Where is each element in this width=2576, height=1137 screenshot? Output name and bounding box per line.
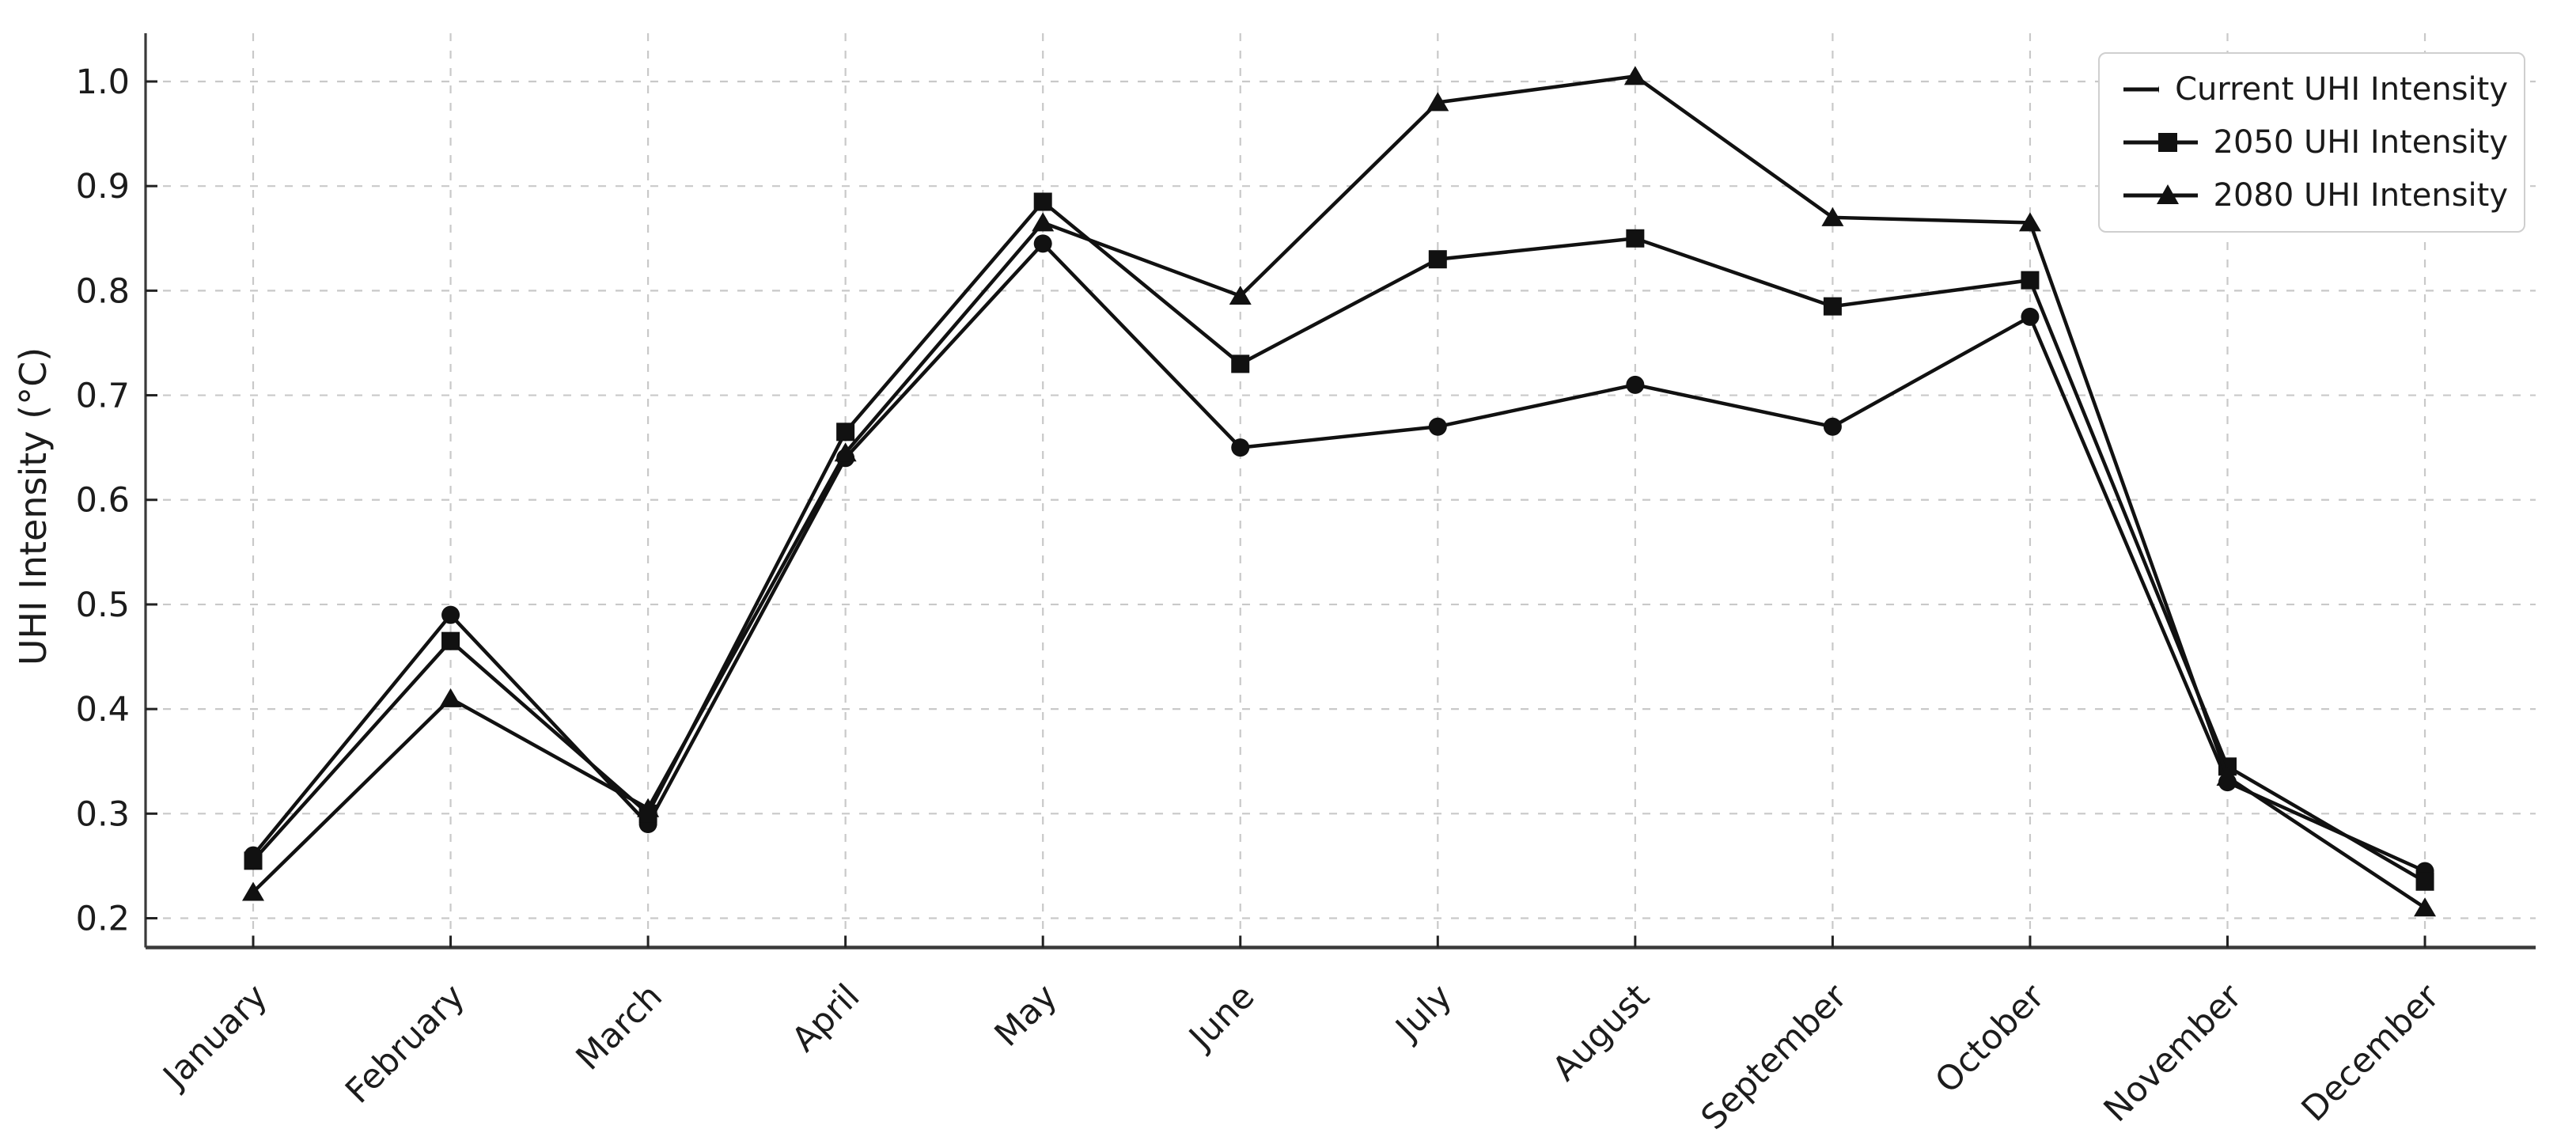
- series-line-2080-uhi-intensity: [252, 74, 2426, 910]
- square-icon: [1033, 192, 1052, 211]
- triangle-icon: [1821, 207, 1844, 226]
- legend-item-2080: 2080 UHI Intensity: [2120, 178, 2508, 213]
- square-icon: [2415, 872, 2434, 891]
- series-line-current-uhi-intensity: [252, 241, 2426, 874]
- square-icon: [2021, 271, 2040, 290]
- x-tick-label: November: [2097, 976, 2250, 1130]
- x-tick-label: September: [1694, 976, 1855, 1137]
- triangle-icon: [2414, 897, 2437, 917]
- series-2080-uhi-intensity: [242, 66, 2437, 917]
- square-icon: [244, 851, 263, 870]
- legend-item-current: Current UHI Intensity: [2120, 72, 2508, 107]
- triangle-icon: [1229, 285, 1252, 305]
- triangle-icon: [2018, 212, 2041, 232]
- triangle-icon: [439, 688, 462, 707]
- y-tick-labels: 0.2 0.3 0.4 0.5 0.6 0.7 0.8 0.9 1.0: [76, 63, 130, 939]
- axis-ticks: [146, 80, 2426, 948]
- square-icon: [1626, 229, 1645, 248]
- square-icon: [441, 631, 460, 650]
- x-tick-label: April: [785, 976, 868, 1059]
- triangle-icon: [2123, 184, 2198, 204]
- series-current-uhi-intensity: [244, 234, 2434, 881]
- y-tick-label: 0.9: [76, 167, 130, 207]
- y-tick-label: 0.7: [76, 377, 130, 416]
- square-icon: [836, 423, 855, 442]
- circle-icon: [441, 605, 460, 624]
- y-tick-label: 0.6: [76, 481, 130, 521]
- y-tick-label: 1.0: [76, 63, 130, 102]
- legend-label-2050: 2050 UHI Intensity: [2213, 123, 2508, 161]
- y-axis-title: UHI Intensity (°C): [12, 347, 55, 665]
- square-icon: [1231, 354, 1250, 373]
- y-tick-label: 0.5: [76, 586, 130, 625]
- triangle-icon: [1032, 212, 1055, 232]
- legend: Current UHI Intensity 2050 UHI Intensity…: [2098, 52, 2525, 233]
- triangle-icon: [1426, 92, 1449, 112]
- circle-icon: [1626, 375, 1645, 394]
- x-tick-label: December: [2294, 976, 2447, 1129]
- triangle-icon: [834, 442, 857, 462]
- x-tick-label: February: [338, 976, 472, 1111]
- circle-icon: [2123, 85, 2160, 94]
- legend-item-2050: 2050 UHI Intensity: [2120, 125, 2508, 160]
- square-icon: [1428, 250, 1447, 269]
- triangle-icon: [242, 881, 264, 901]
- y-tick-label: 0.3: [76, 794, 130, 834]
- x-tick-label: May: [987, 976, 1065, 1054]
- x-tick-label: October: [1928, 976, 2052, 1101]
- series-line-2050-uhi-intensity: [252, 199, 2426, 884]
- triangle-icon: [637, 798, 660, 817]
- circle-icon: [1428, 417, 1447, 436]
- legend-label-current: Current UHI Intensity: [2175, 71, 2508, 108]
- x-tick-label: July: [1387, 976, 1460, 1049]
- triangle-icon: [1623, 66, 1646, 85]
- y-tick-label: 0.8: [76, 271, 130, 311]
- circle-icon: [2021, 307, 2040, 326]
- circle-icon: [1033, 234, 1052, 253]
- x-tick-label: January: [154, 976, 275, 1097]
- circle-icon: [1823, 417, 1842, 436]
- square-icon: [2123, 132, 2198, 152]
- x-tick-label: August: [1545, 976, 1657, 1089]
- x-tick-label: June: [1180, 976, 1263, 1059]
- x-tick-labels: January February March April May June July Augu…: [154, 976, 2447, 1137]
- x-tick-label: March: [569, 976, 670, 1078]
- legend-label-2080: 2080 UHI Intensity: [2213, 176, 2508, 214]
- square-icon: [1823, 297, 1842, 316]
- y-tick-label: 0.2: [76, 900, 130, 939]
- series-2050-uhi-intensity: [244, 192, 2434, 891]
- y-tick-label: 0.4: [76, 690, 130, 730]
- circle-icon: [1231, 438, 1250, 457]
- triangle-icon: [2216, 767, 2239, 786]
